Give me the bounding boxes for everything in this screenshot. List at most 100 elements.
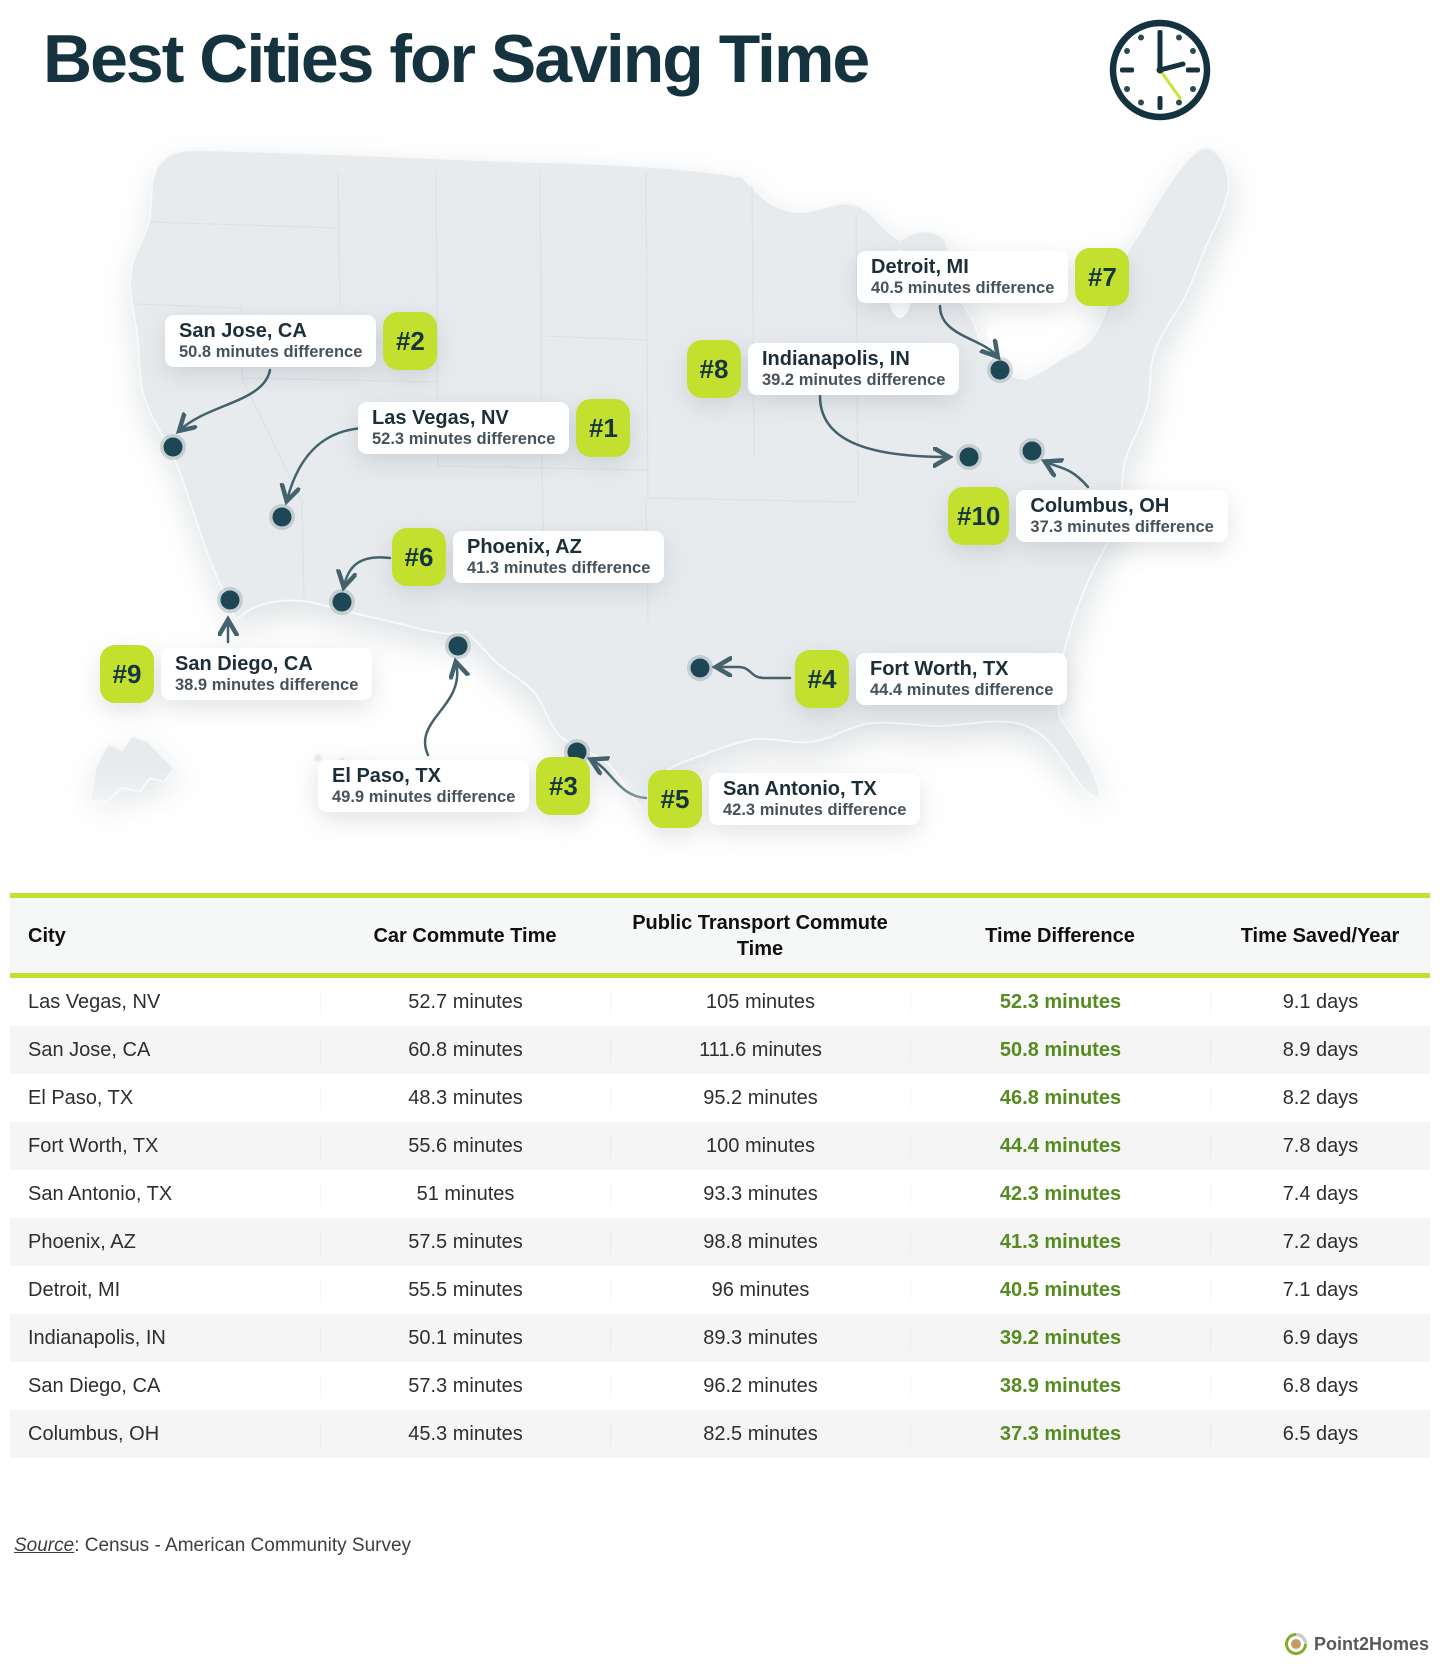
rank-badge: #4: [795, 650, 849, 708]
callout-difference: 40.5 minutes difference: [871, 278, 1055, 297]
brand-name: Point2Homes: [1314, 1633, 1430, 1654]
map-callout: Indianapolis, IN 39.2 minutes difference…: [687, 340, 960, 398]
cell-car-commute: 57.5 minutes: [320, 1231, 610, 1254]
cell-time-saved: 7.8 days: [1210, 1135, 1430, 1158]
callout-label: Phoenix, AZ 41.3 minutes difference: [453, 530, 665, 584]
cell-city: Phoenix, AZ: [28, 1230, 136, 1253]
callout-city: San Diego, CA: [175, 652, 313, 675]
cell-city: Indianapolis, IN: [28, 1326, 166, 1349]
cell-car-commute: 52.7 minutes: [320, 991, 610, 1014]
callout-city: Phoenix, AZ: [467, 535, 582, 558]
rank-badge: #3: [536, 757, 591, 815]
dot-san-jose: [160, 434, 186, 460]
cell-car-commute: 60.8 minutes: [320, 1039, 610, 1062]
arrow-las-vegas: [287, 426, 376, 500]
callout-label: Fort Worth, TX 44.4 minutes difference: [856, 652, 1068, 706]
rank-badge: #6: [392, 528, 446, 586]
dot-fort-worth: [687, 655, 713, 681]
cell-public-commute: 95.2 minutes: [610, 1087, 910, 1110]
cell-time-difference: 40.5 minutes: [910, 1279, 1210, 1302]
map-callout: Las Vegas, NV 52.3 minutes difference #1: [358, 399, 631, 457]
cell-time-saved: 6.9 days: [1210, 1327, 1430, 1350]
callout-label: Indianapolis, IN 39.2 minutes difference: [748, 342, 960, 396]
cell-public-commute: 82.5 minutes: [610, 1423, 910, 1446]
callout-city: Columbus, OH: [1030, 494, 1170, 517]
callout-label: San Diego, CA 38.9 minutes difference: [161, 647, 373, 701]
cell-car-commute: 51 minutes: [320, 1183, 610, 1206]
table-row: Phoenix, AZ 57.5 minutes 98.8 minutes 41…: [10, 1218, 1430, 1266]
map-callout: San Diego, CA 38.9 minutes difference #9: [100, 645, 373, 703]
arrow-columbus: [1046, 462, 1090, 489]
column-header-public: Public Transport Commute Time: [632, 911, 888, 960]
callout-label: Las Vegas, NV 52.3 minutes difference: [358, 401, 570, 455]
cell-time-saved: 6.8 days: [1210, 1375, 1430, 1398]
table-row: Fort Worth, TX 55.6 minutes 100 minutes …: [10, 1122, 1430, 1170]
cell-time-difference: 46.8 minutes: [910, 1087, 1210, 1110]
cell-city: Las Vegas, NV: [28, 990, 161, 1013]
cell-time-saved: 8.2 days: [1210, 1087, 1430, 1110]
cell-city: San Diego, CA: [28, 1374, 161, 1397]
rank-badge: #5: [648, 770, 702, 828]
cell-time-saved: 7.2 days: [1210, 1231, 1430, 1254]
cell-time-difference: 39.2 minutes: [910, 1327, 1210, 1350]
rank-badge: #9: [100, 645, 154, 703]
column-header-difference: Time Difference: [985, 924, 1135, 947]
cell-car-commute: 55.5 minutes: [320, 1279, 610, 1302]
table-row: San Jose, CA 60.8 minutes 111.6 minutes …: [10, 1026, 1430, 1074]
callout-city: El Paso, TX: [332, 764, 441, 787]
map-callout: Fort Worth, TX 44.4 minutes difference #…: [795, 650, 1068, 708]
brand-logo: Point2Homes: [1284, 1632, 1429, 1656]
cell-time-difference: 42.3 minutes: [910, 1183, 1210, 1206]
cell-time-saved: 6.5 days: [1210, 1423, 1430, 1446]
cell-city: Fort Worth, TX: [28, 1134, 159, 1157]
map-callout: El Paso, TX 49.9 minutes difference #3: [318, 757, 591, 815]
callout-city: Las Vegas, NV: [372, 406, 509, 429]
dot-el-paso: [445, 633, 471, 659]
source-text: : Census - American Community Survey: [74, 1535, 412, 1556]
callout-difference: 52.3 minutes difference: [372, 429, 556, 448]
cell-time-saved: 7.1 days: [1210, 1279, 1430, 1302]
map-callout: Detroit, MI 40.5 minutes difference #7: [857, 248, 1130, 306]
map-callouts: Las Vegas, NV 52.3 minutes difference #1…: [100, 248, 1214, 828]
source-note: Source: Census - American Community Surv…: [14, 1535, 411, 1557]
callout-difference: 50.8 minutes difference: [179, 342, 363, 361]
rank-badge: #2: [383, 312, 438, 370]
arrow-phoenix: [344, 556, 392, 586]
callout-label: Detroit, MI 40.5 minutes difference: [857, 250, 1069, 304]
cell-time-saved: 7.4 days: [1210, 1183, 1430, 1206]
map-callout: San Antonio, TX 42.3 minutes difference …: [648, 770, 921, 828]
column-header-city: City: [28, 924, 66, 947]
table-row: Columbus, OH 45.3 minutes 82.5 minutes 3…: [10, 1410, 1430, 1458]
cell-city: Columbus, OH: [28, 1422, 160, 1445]
cell-city: San Jose, CA: [28, 1038, 151, 1061]
arrow-fort-worth: [717, 667, 792, 680]
cell-time-difference: 50.8 minutes: [910, 1039, 1210, 1062]
callout-city: Detroit, MI: [871, 255, 969, 278]
cell-public-commute: 100 minutes: [610, 1135, 910, 1158]
callout-label: San Jose, CA 50.8 minutes difference: [165, 314, 377, 368]
cell-time-saved: 8.9 days: [1210, 1039, 1430, 1062]
cell-public-commute: 96.2 minutes: [610, 1375, 910, 1398]
map-callout: San Jose, CA 50.8 minutes difference #2: [165, 312, 438, 370]
map-callout: Phoenix, AZ 41.3 minutes difference #6: [392, 528, 665, 586]
callout-label: El Paso, TX 49.9 minutes difference: [318, 759, 530, 813]
table-row: Indianapolis, IN 50.1 minutes 89.3 minut…: [10, 1314, 1430, 1362]
rank-badge: #1: [576, 399, 631, 457]
callout-difference: 49.9 minutes difference: [332, 787, 516, 806]
table-body: Las Vegas, NV 52.7 minutes 105 minutes 5…: [10, 978, 1430, 1458]
dot-detroit: [987, 357, 1013, 383]
rank-badge: #7: [1075, 248, 1130, 306]
cell-city: Detroit, MI: [28, 1278, 121, 1301]
callout-city: San Antonio, TX: [723, 777, 877, 800]
cell-car-commute: 57.3 minutes: [320, 1375, 610, 1398]
callout-difference: 41.3 minutes difference: [467, 558, 651, 577]
callout-city: Fort Worth, TX: [870, 657, 1009, 680]
callout-difference: 39.2 minutes difference: [762, 370, 946, 389]
table-header-row: City Car Commute Time Public Transport C…: [10, 893, 1430, 978]
cell-car-commute: 48.3 minutes: [320, 1087, 610, 1110]
dot-las-vegas: [269, 504, 295, 530]
dot-columbus: [1019, 438, 1045, 464]
dot-indianapolis: [956, 444, 982, 470]
callout-city: Indianapolis, IN: [762, 347, 910, 370]
